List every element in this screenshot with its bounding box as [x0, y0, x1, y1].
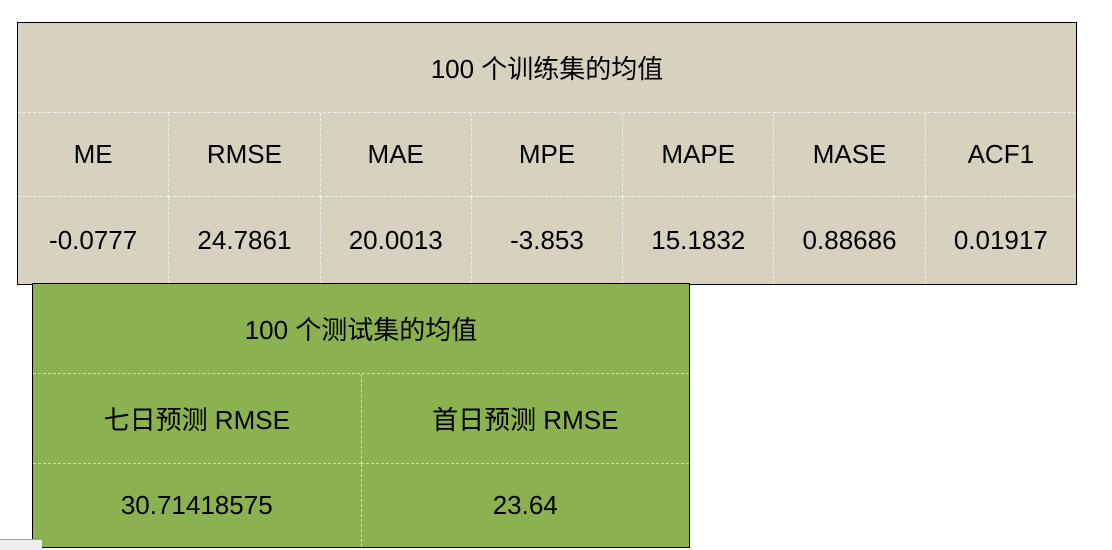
col-header-me: ME [18, 113, 168, 197]
sheet-tab-edge [0, 539, 42, 550]
col-header-1day-rmse: 首日预测 RMSE [361, 374, 690, 464]
val-mpe: -3.853 [471, 197, 622, 284]
training-table-title: 100 个训练集的均值 [18, 23, 1076, 113]
val-mape: 15.1832 [622, 197, 773, 284]
training-metrics-table: 100 个训练集的均值 ME RMSE MAE MPE MAPE MASE AC… [17, 22, 1077, 285]
canvas: 100 个训练集的均值 ME RMSE MAE MPE MAPE MASE AC… [0, 0, 1112, 550]
val-7day-rmse: 30.71418575 [33, 464, 361, 547]
col-header-acf1: ACF1 [925, 113, 1076, 197]
col-header-rmse: RMSE [168, 113, 319, 197]
col-header-mpe: MPE [471, 113, 622, 197]
col-header-mape: MAPE [622, 113, 773, 197]
val-rmse: 24.7861 [168, 197, 319, 284]
val-mase: 0.88686 [773, 197, 924, 284]
test-table-title: 100 个测试集的均值 [33, 284, 689, 374]
col-header-mase: MASE [773, 113, 924, 197]
col-header-7day-rmse: 七日预测 RMSE [33, 374, 361, 464]
val-mae: 20.0013 [320, 197, 471, 284]
val-1day-rmse: 23.64 [361, 464, 690, 547]
test-metrics-table: 100 个测试集的均值 七日预测 RMSE 首日预测 RMSE 30.71418… [32, 283, 690, 548]
col-header-mae: MAE [320, 113, 471, 197]
val-me: -0.0777 [18, 197, 168, 284]
val-acf1: 0.01917 [925, 197, 1076, 284]
